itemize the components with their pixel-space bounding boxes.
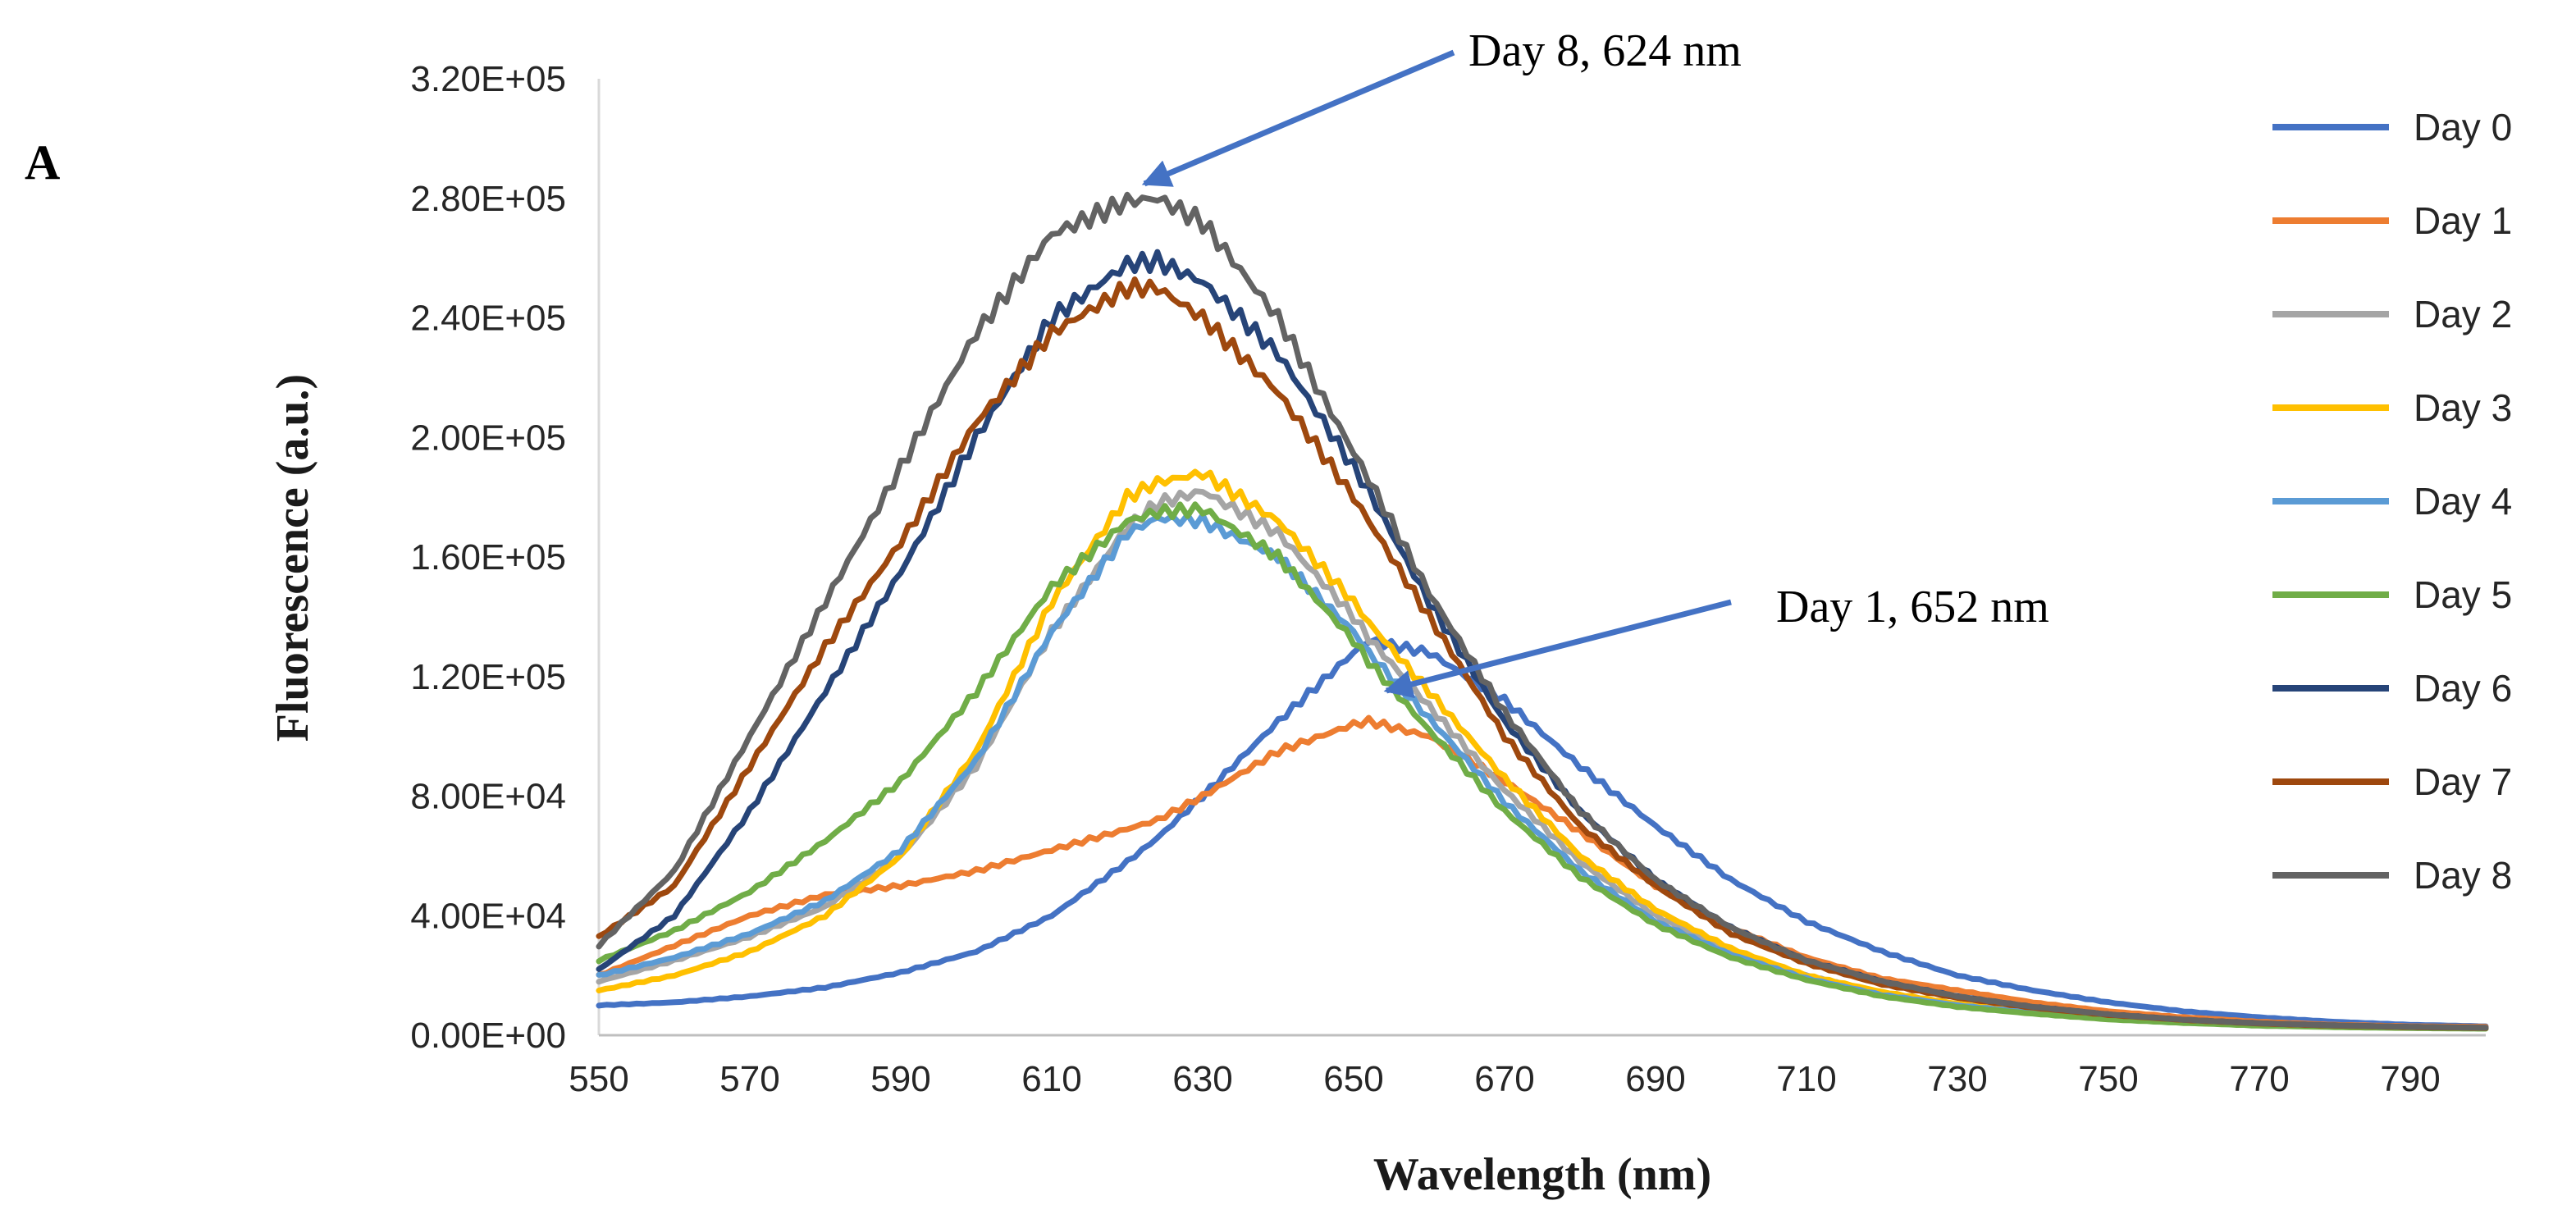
x-tick-label: 750 [2078,1059,2138,1099]
x-tick-label: 590 [870,1059,930,1099]
y-axis: 0.00E+00 4.00E+04 8.00E+04 1.20E+05 1.60E+05… [410,59,601,1056]
series-lines [596,191,2489,1032]
x-tick-label: 570 [719,1059,779,1099]
series-line-day-5 [596,501,2489,1032]
annotation-arrow-day8 [1141,49,1455,187]
annotation-day1-label: Day 1, 652 nm [1776,582,2049,632]
legend-label: Day 2 [2414,293,2512,336]
annotation-day8-label: Day 8, 624 nm [1468,25,1742,76]
legend-label: Day 5 [2414,573,2512,616]
x-tick-label: 730 [1927,1059,1987,1099]
y-tick-label: 0.00E+00 [410,1016,566,1056]
annotations: Day 8, 624 nm Day 1, 652 nm [1141,25,2049,699]
annotation-arrow-day1 [1383,599,1732,699]
x-tick-label: 610 [1021,1059,1081,1099]
x-tick-label: 770 [2229,1059,2289,1099]
panel-label: A [25,135,60,189]
y-tick-label: 2.80E+05 [410,179,566,219]
x-tick-label: 650 [1323,1059,1383,1099]
x-tick-label: 790 [2380,1059,2440,1099]
y-tick-label: 3.20E+05 [410,59,566,99]
y-tick-label: 8.00E+04 [410,777,566,817]
x-tick-label: 630 [1172,1059,1232,1099]
x-tick-labels: 550 570 590 610 630 650 670 690 710 730 750 770 790 [569,1059,2440,1099]
legend-label: Day 7 [2414,760,2512,803]
series-line-day-0 [596,636,2489,1029]
legend-label: Day 0 [2414,106,2512,148]
y-tick-label: 2.40E+05 [410,299,566,339]
x-axis: 550 570 590 610 630 650 670 690 710 730 750 770 790 [569,1034,2486,1099]
y-tick-label: 2.00E+05 [410,418,566,458]
legend-label: Day 6 [2414,667,2512,710]
y-tick-label: 1.20E+05 [410,657,566,697]
y-tick-labels: 0.00E+00 4.00E+04 8.00E+04 1.20E+05 1.60E+05… [410,59,566,1056]
series-line-day-6 [596,249,2489,1031]
x-tick-label: 550 [569,1059,628,1099]
y-axis-title: Fluorescence (a.u.) [267,374,318,742]
series-line-day-7 [596,276,2489,1031]
legend-label: Day 4 [2414,480,2512,523]
x-tick-label: 710 [1776,1059,1836,1099]
x-tick-label: 670 [1474,1059,1534,1099]
y-tick-label: 4.00E+04 [410,896,566,936]
legend-label: Day 8 [2414,854,2512,897]
legend: Day 0 Day 1 Day 2 Day 3 Day 4 Day 5 Day 6 Day 7… [2272,106,2512,897]
legend-label: Day 1 [2414,199,2512,242]
y-tick-label: 1.60E+05 [410,537,566,577]
x-axis-title: Wavelength (nm) [1373,1149,1711,1200]
series-line-day-3 [596,468,2489,1032]
legend-label: Day 3 [2414,386,2512,429]
x-tick-label: 690 [1625,1059,1685,1099]
series-line-day-8 [596,191,2489,1031]
